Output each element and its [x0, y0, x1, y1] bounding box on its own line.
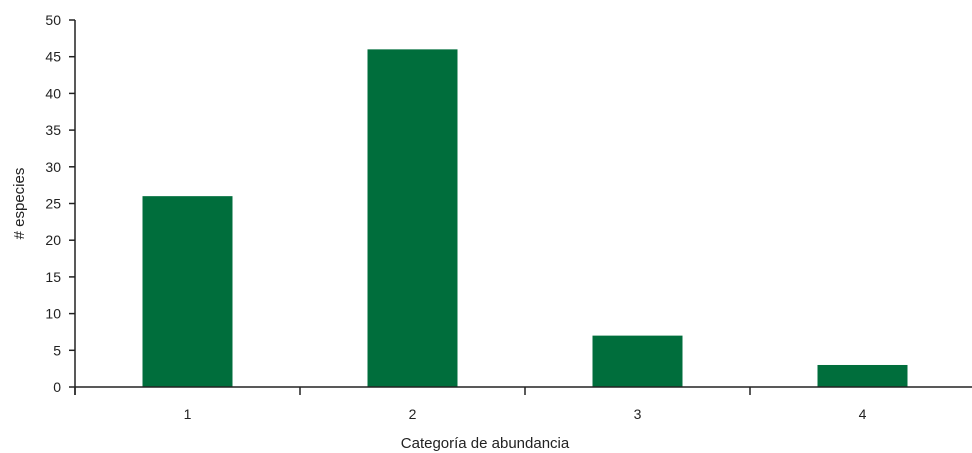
x-tick-label: 1	[184, 406, 192, 422]
x-tick-label: 4	[859, 406, 867, 422]
x-ticks-group: 1 2 3 4	[74, 387, 867, 422]
y-tick-label: 20	[45, 232, 61, 248]
bar	[142, 196, 233, 387]
bars-group	[142, 49, 908, 388]
y-tick-label: 50	[45, 12, 61, 28]
y-tick-label: 30	[45, 159, 61, 175]
y-tick-label: 40	[45, 85, 61, 101]
x-tick-label: 2	[409, 406, 417, 422]
x-axis-title: Categoría de abundancia	[401, 435, 570, 452]
x-tick-label: 3	[634, 406, 642, 422]
y-tick-label: 35	[45, 122, 61, 138]
y-tick-label: 0	[53, 379, 61, 395]
bar	[367, 49, 458, 388]
bar	[817, 364, 908, 387]
y-axis-title: # especies	[11, 168, 28, 240]
y-tick-label: 10	[45, 306, 61, 322]
y-tick-label: 25	[45, 196, 61, 212]
y-tick-label: 5	[53, 342, 61, 358]
bar	[592, 335, 683, 387]
y-tick-label: 45	[45, 49, 61, 65]
y-ticks-group: 0 5 10 15 20 25 30 35 40 45 50	[45, 12, 75, 395]
y-tick-label: 15	[45, 269, 61, 285]
